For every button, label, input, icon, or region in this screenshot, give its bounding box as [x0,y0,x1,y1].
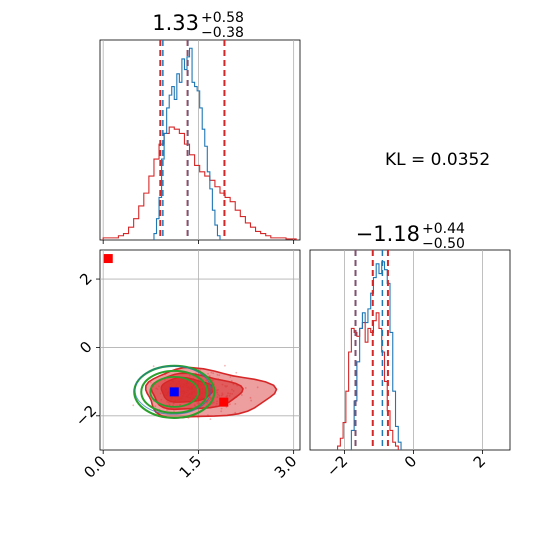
marginal-panel-param2-quantile-lines [354,250,389,450]
tick-label-right-x-2: 2 [470,452,489,471]
marker-blue [169,387,179,397]
marker-red-1 [219,397,229,407]
scatter-point [218,374,221,377]
marginal-panel-param2 [309,249,511,451]
tick-label-joint-x-0: 0.0 [80,452,110,482]
scatter-point [224,364,226,367]
histogram-red-param1 [102,126,297,240]
scatter-point [234,411,237,414]
tick-label-right-x-0: −2 [323,452,351,480]
scatter-point [154,405,157,408]
contour-blue [134,365,212,415]
joint-panel-contours [103,254,278,420]
scatter-point [256,386,259,389]
param1-title-plus: +0.58 [201,10,244,26]
scatter-point [234,402,237,405]
param2-title-plus: +0.44 [422,221,465,237]
scatter-point [229,376,232,378]
scatter-point [235,371,238,374]
scatter-point [220,407,223,410]
tick-label-joint-x-1: 1.5 [176,452,206,482]
joint-panel [99,249,301,451]
tick-label-right-x-1: 0 [401,452,420,471]
param2-title-minus: −0.50 [422,236,465,252]
scatter-point [199,369,202,371]
scatter-point [229,403,231,406]
tick-label-joint-x-2: 3.0 [271,452,301,482]
contour-green-mid [140,369,209,414]
scatter-point [208,375,211,377]
scatter-point [166,409,168,411]
scatter-point [220,410,223,413]
marginal-panel-param1 [99,39,301,241]
kl-annotation: KL = 0.0352 [385,150,490,170]
scatter-point [244,387,247,389]
scatter-point [209,418,212,420]
param1-title: 1.33 [152,11,199,35]
marginal-panel-param2-grid [344,250,483,450]
marker-red-0 [103,254,113,264]
tick-label-joint-y-2: −2 [72,402,100,430]
scatter-point [240,394,243,396]
scatter-point [210,371,213,374]
tick-label-joint-y-1: 0 [76,338,95,357]
scatter-point [230,380,233,382]
scatter-point [132,404,135,407]
scatter-point [249,396,252,399]
scatter-point [212,372,215,375]
marginal-panel-param1-quantile-lines [159,40,226,240]
contour-green-inner [149,375,200,408]
tick-label-joint-y-0: 2 [76,269,95,288]
scatter-point [250,399,253,402]
marginal-panel-param1-grid [102,40,295,240]
scatter-point [216,374,219,376]
param2-title: −1.18 [356,222,420,246]
histogram-blue-param2 [350,261,402,450]
param1-title-minus: −0.38 [201,25,244,41]
scatter-point [152,365,155,368]
scatter-point [149,381,152,384]
scatter-point [207,372,209,375]
scatter-point [197,416,200,419]
